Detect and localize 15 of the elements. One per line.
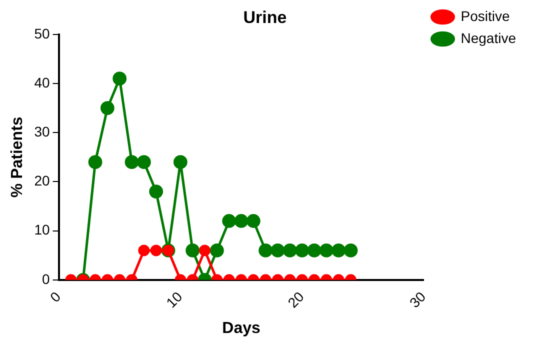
y-tick-label: 40 [34, 74, 50, 90]
chart-title: Urine [243, 8, 287, 27]
x-tick-label: 10 [162, 288, 186, 311]
x-tick-label: 20 [284, 288, 308, 311]
y-tick-label: 20 [34, 172, 50, 189]
legend-label: Negative [460, 30, 516, 46]
x-tick-label: 0 [46, 288, 64, 306]
y-tick-label: 30 [34, 123, 50, 140]
y-tick-label: 0 [42, 270, 50, 287]
legend-label: Positive [460, 8, 510, 24]
x-tick-label: 30 [406, 288, 429, 311]
x-axis-title: Days [222, 320, 260, 337]
y-axis-title: % Patients [9, 116, 26, 198]
y-tick-label: 50 [34, 25, 50, 42]
y-tick-label: 10 [34, 222, 50, 238]
